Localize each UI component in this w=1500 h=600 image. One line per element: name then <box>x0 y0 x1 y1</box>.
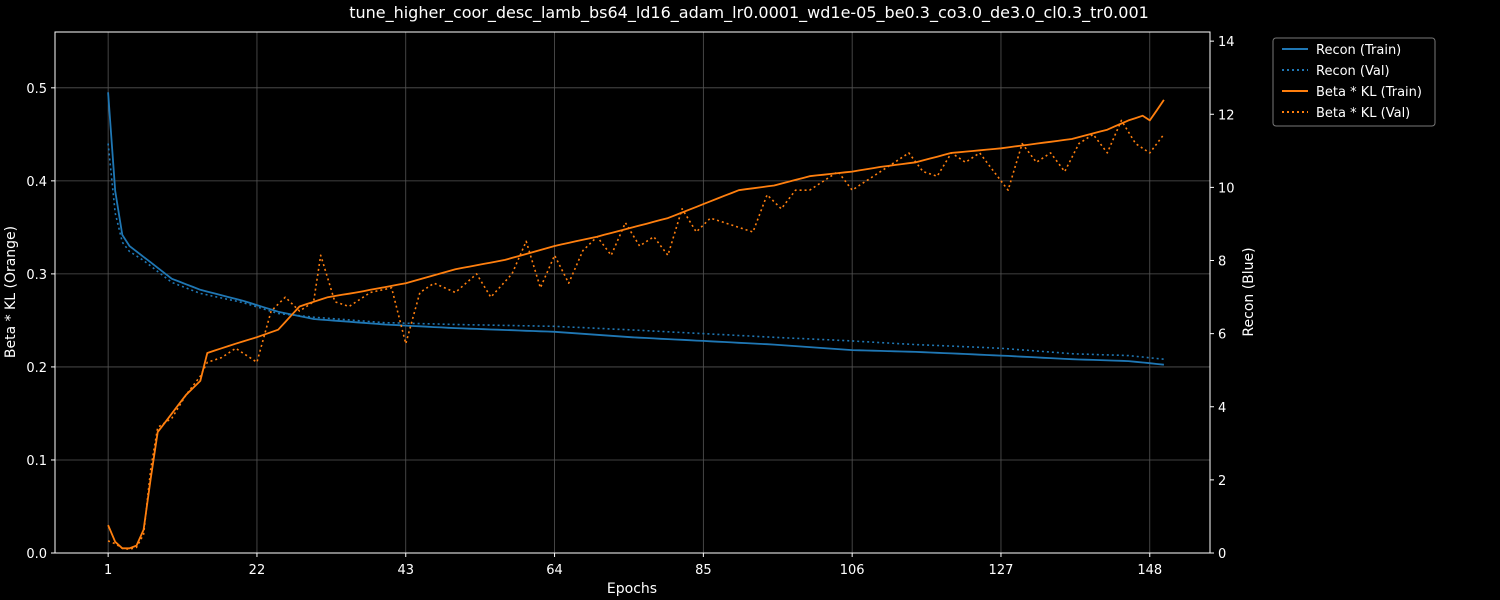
y-left-tick-label: 0.1 <box>26 454 47 469</box>
y-left-tick-label: 0.0 <box>26 547 47 562</box>
y-axis-left-label: Beta * KL (Orange) <box>3 226 19 358</box>
x-axis: 1 22 43 64 85 106 127 148 <box>104 553 1162 578</box>
y-right-tick-label: 8 <box>1218 255 1226 270</box>
y-right-tick-label: 2 <box>1218 474 1226 489</box>
legend-label-3: Beta * KL (Val) <box>1316 106 1410 121</box>
legend-label-0: Recon (Train) <box>1316 43 1401 58</box>
x-tick-label: 106 <box>840 563 865 578</box>
series-line-0 <box>107 92 1164 366</box>
x-tick-label: 148 <box>1137 563 1162 578</box>
y-right-tick-label: 12 <box>1218 108 1235 123</box>
y-right-tick-label: 0 <box>1218 547 1226 562</box>
legend-label-1: Recon (Val) <box>1316 64 1390 79</box>
y-axis-right-label: Recon (Blue) <box>1241 247 1257 336</box>
x-tick-label: 85 <box>695 563 712 578</box>
y-left-tick-label: 0.2 <box>26 361 47 376</box>
y-right-tick-label: 6 <box>1218 328 1226 343</box>
legend-box <box>1272 37 1436 127</box>
series-line-3 <box>107 119 1165 551</box>
chart-title: tune_higher_coor_desc_lamb_bs64_ld16_ada… <box>349 3 1149 23</box>
series-line-2 <box>107 99 1165 550</box>
x-axis-label: Epochs <box>607 581 657 597</box>
y-right-tick-label: 14 <box>1218 35 1235 50</box>
x-tick-label: 1 <box>104 563 112 578</box>
legend-label-2: Beta * KL (Train) <box>1316 85 1422 100</box>
x-tick-label: 64 <box>546 563 563 578</box>
x-tick-label: 22 <box>249 563 266 578</box>
y-axis-right: 0 2 4 6 8 10 12 14 <box>1210 35 1235 562</box>
legend: Recon (Train) Recon (Val) Beta * KL (Train… <box>1272 37 1436 127</box>
y-left-tick-label: 0.4 <box>26 175 47 190</box>
y-left-tick-label: 0.5 <box>26 82 47 97</box>
plot-frame <box>54 31 1211 554</box>
series-layer <box>107 92 1165 551</box>
y-left-tick-label: 0.3 <box>26 268 47 283</box>
x-tick-label: 43 <box>397 563 414 578</box>
x-tick-label: 127 <box>989 563 1014 578</box>
y-right-tick-label: 10 <box>1218 181 1235 196</box>
y-right-tick-label: 4 <box>1218 401 1226 416</box>
series-line-1 <box>107 143 1164 360</box>
y-axis-left: 0.0 0.1 0.2 0.3 0.4 0.5 <box>26 82 55 562</box>
